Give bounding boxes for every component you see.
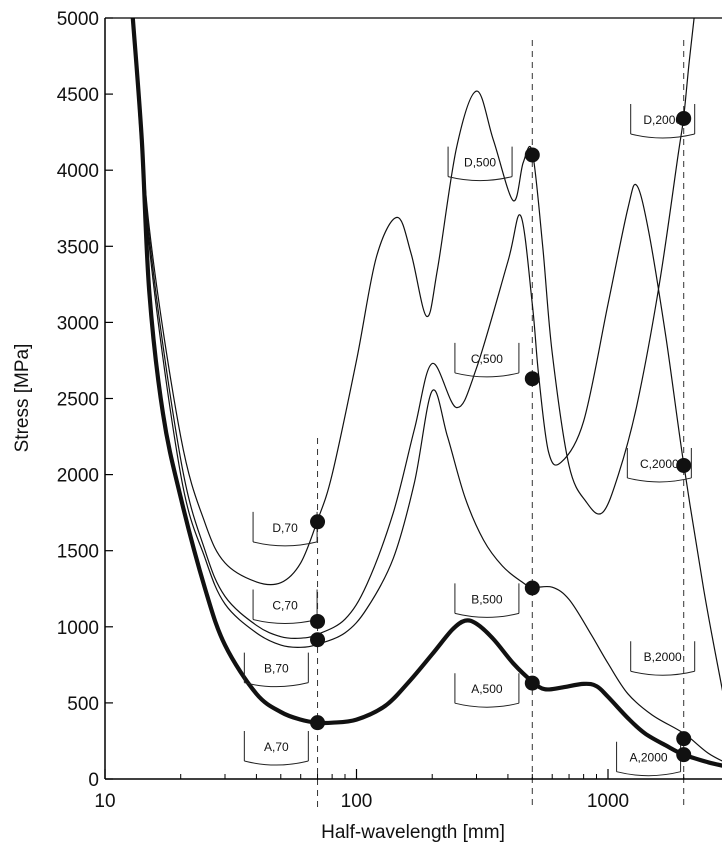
y-tick-label-1000: 1000 (57, 618, 99, 639)
data-marker-7 (524, 675, 540, 691)
section-label-D-500: D,500 (447, 146, 513, 182)
section-shape (454, 342, 520, 378)
y-tick-label-500: 500 (67, 694, 99, 715)
y-tick-label-1500: 1500 (57, 542, 99, 563)
section-label-text: C,2000 (640, 457, 679, 471)
section-label-text: A,2000 (630, 751, 668, 765)
data-marker-11 (676, 747, 692, 763)
section-shape (626, 447, 692, 483)
series-lines (130, 18, 722, 768)
x-tick-label-1000: 1000 (587, 791, 629, 812)
section-label-text: D,500 (464, 156, 496, 170)
section-label-text: D,2000 (643, 113, 682, 127)
y-tick-label-2000: 2000 (57, 466, 99, 487)
y-tick-label-4500: 4500 (57, 85, 99, 106)
section-label-D-70: D,70 (252, 511, 318, 547)
data-markers (310, 110, 692, 763)
data-marker-0 (310, 514, 326, 530)
data-marker-6 (524, 580, 540, 596)
section-label-C-70: C,70 (252, 589, 318, 624)
series-line-A (130, 18, 722, 768)
section-label-text: B,2000 (644, 650, 682, 664)
section-labels: D,70 C,70 B,70 A,70 D,500 C,500 B,500 A,500 D,20… (243, 103, 696, 777)
ticks: 0 500 1000 1500 2000 2500 3000 3500 4000 4500 5000… (57, 9, 685, 812)
x-tick-label-100: 100 (341, 791, 373, 812)
section-shape (630, 103, 696, 139)
section-label-B-70: B,70 (243, 652, 309, 688)
section-label-A-70: A,70 (243, 731, 309, 766)
x-tick-label-10: 10 (94, 791, 115, 812)
section-label-text: B,500 (471, 592, 503, 606)
y-tick-label-0: 0 (88, 770, 99, 791)
data-marker-2 (310, 632, 326, 648)
section-label-text: B,70 (264, 662, 289, 676)
section-shape (454, 673, 520, 708)
section-shape (630, 641, 696, 676)
series-line-D (132, 18, 695, 586)
data-marker-9 (676, 457, 692, 473)
data-marker-1 (310, 613, 326, 629)
series-line-B (132, 18, 722, 762)
section-label-C-500: C,500 (454, 342, 520, 378)
x-axis-title: Half-wavelength [mm] (321, 822, 505, 843)
section-label-text: C,70 (272, 598, 298, 612)
data-marker-3 (310, 715, 326, 731)
section-label-B-2000: B,2000 (630, 641, 696, 676)
section-label-text: A,70 (264, 740, 289, 754)
data-marker-10 (676, 731, 692, 747)
section-label-D-2000: D,2000 (630, 103, 696, 139)
section-label-text: C,500 (471, 352, 503, 366)
data-marker-8 (676, 110, 692, 126)
y-tick-label-3000: 3000 (57, 313, 99, 334)
data-marker-5 (524, 371, 540, 387)
y-tick-label-2500: 2500 (57, 390, 99, 411)
section-label-text: A,500 (471, 682, 503, 696)
y-tick-label-5000: 5000 (57, 9, 99, 30)
section-label-text: D,70 (272, 521, 298, 535)
series-line-C (132, 18, 722, 692)
y-axis-title: Stress [MPa] (12, 344, 33, 453)
y-tick-label-4000: 4000 (57, 161, 99, 182)
y-tick-label-3500: 3500 (57, 237, 99, 258)
section-label-C-2000: C,2000 (626, 447, 692, 483)
section-shape (243, 652, 309, 688)
data-marker-4 (524, 147, 540, 163)
section-shape (447, 146, 513, 182)
axes (104, 17, 722, 780)
section-label-B-500: B,500 (454, 583, 520, 618)
section-shape (454, 583, 520, 618)
section-shape (243, 731, 309, 766)
section-label-A-500: A,500 (454, 673, 520, 708)
